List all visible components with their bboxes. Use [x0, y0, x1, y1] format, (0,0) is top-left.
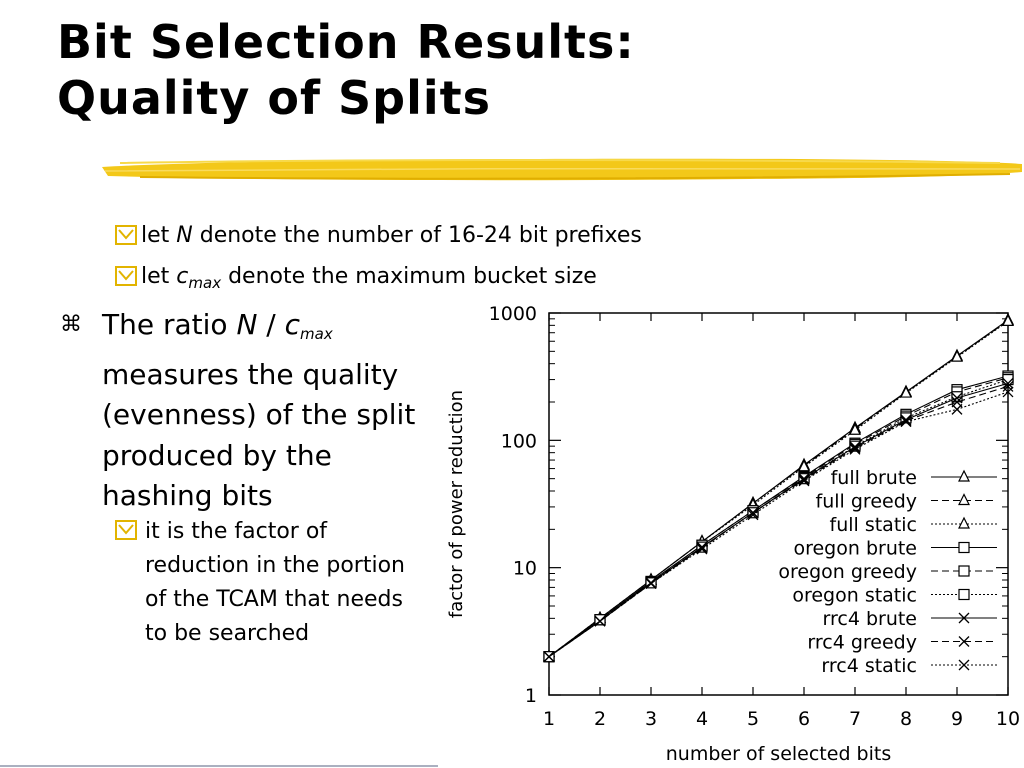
data-point: [543, 651, 555, 663]
y-tick-label: 1: [525, 685, 537, 707]
data-point: [798, 459, 810, 472]
data-point: [1002, 380, 1014, 392]
legend-label: rrc4 brute: [823, 608, 918, 630]
legend-label: oregon brute: [793, 538, 917, 560]
legend-marker: [958, 541, 970, 554]
data-point: [1002, 377, 1014, 389]
legend-label: oregon static: [792, 585, 917, 607]
ratio-slash: /: [257, 308, 285, 341]
sub-bullet-cmax-definition: let cmax denote the maximum bucket size: [115, 264, 597, 296]
legend-label: full static: [830, 514, 918, 536]
data-point: [645, 578, 657, 590]
x-tick-label: 1: [543, 708, 555, 730]
main-bullet-pre: The ratio: [102, 308, 237, 341]
x-tick-label: 9: [951, 708, 963, 730]
sub-bullet-n-definition: let N denote the number of 16-24 bit pre…: [115, 223, 642, 249]
subscript-max: max: [188, 274, 222, 292]
title-line-1: Bit Selection Results:: [57, 15, 635, 69]
legend-marker: [958, 516, 970, 529]
legend-marker: [958, 636, 970, 647]
note-text: it is the factor of reduction in the por…: [145, 519, 405, 646]
var-n: N: [176, 223, 193, 248]
y-tick-label: 1000: [489, 303, 537, 325]
x-tick-label: 3: [645, 708, 657, 730]
legend-marker: [958, 588, 970, 601]
sub-bullet-2-post: denote the maximum bucket size: [221, 264, 597, 289]
series-line: [548, 379, 1009, 658]
x-tick-label: 6: [798, 708, 810, 730]
x-tick-label: 5: [747, 708, 759, 730]
data-point: [594, 615, 606, 627]
var-c: c: [176, 264, 189, 289]
slide-title: Bit Selection Results: Quality of Splits: [57, 14, 635, 126]
main-bullet-text: The ratio N / cmax measures the quality …: [102, 305, 432, 517]
y-tick-label: 100: [501, 430, 537, 452]
sub-bullet-1-pre: let: [141, 223, 177, 248]
x-tick-label: 2: [594, 708, 606, 730]
legend-label: rrc4 greedy: [807, 632, 917, 654]
series-line: [548, 382, 1009, 658]
power-reduction-chart: 1 2 3 4 5 6 7 8 9 10 1 10 100 1000 number of selected …: [446, 303, 1020, 765]
data-point: [696, 542, 708, 554]
series-line: [548, 320, 1009, 658]
legend-label: rrc4 static: [821, 655, 917, 677]
legend-label: oregon greedy: [778, 561, 917, 583]
command-key-icon: ⌘: [60, 312, 82, 337]
data-point: [1002, 313, 1014, 326]
ratio-subscript-max: max: [300, 325, 333, 343]
data-point: [798, 475, 810, 487]
bullet-box-icon: [115, 520, 137, 540]
data-point: [900, 416, 912, 428]
legend-marker: [958, 469, 970, 482]
data-point: [594, 614, 606, 626]
data-point: [951, 349, 963, 362]
y-tick-label: 10: [513, 558, 537, 580]
x-tick-label: 7: [849, 708, 861, 730]
data-point: [1002, 386, 1014, 398]
legend-marker: [958, 493, 970, 506]
data-point: [849, 443, 861, 455]
data-point: [951, 403, 963, 415]
data-point: [696, 543, 708, 555]
legend-label: full brute: [831, 467, 917, 489]
bullet-box-icon: [115, 266, 137, 286]
data-point: [849, 422, 861, 435]
series-line: [548, 385, 1009, 658]
y-axis-label: factor of power reduction: [446, 390, 467, 618]
legend-marker: [958, 565, 970, 577]
data-point: [900, 385, 912, 398]
data-point: [747, 507, 759, 519]
legend-label: full greedy: [816, 491, 917, 513]
x-tick-label: 10: [996, 708, 1020, 730]
plot-frame: [548, 312, 1009, 696]
sub-bullet-1-post: denote the number of 16-24 bit prefixes: [192, 223, 642, 248]
ratio-var-c: c: [284, 308, 301, 341]
title-line-2: Quality of Splits: [57, 71, 492, 125]
x-tick-label: 8: [900, 708, 912, 730]
highlighter-stroke: [102, 158, 1022, 181]
sub-bullet-2-pre: let: [141, 264, 177, 289]
data-point: [747, 509, 759, 521]
legend-marker: [958, 612, 970, 624]
bottom-divider: [0, 765, 438, 767]
series-line: [548, 377, 1009, 658]
main-bullet-rest: measures the quality (evenness) of the s…: [102, 357, 416, 513]
bullet-box-icon: [115, 225, 137, 245]
data-point: [1002, 373, 1014, 386]
ratio-var-n: N: [236, 308, 258, 341]
x-axis-label: number of selected bits: [666, 743, 891, 765]
legend-marker: [958, 659, 970, 671]
data-point: [798, 473, 810, 485]
series-line: [548, 391, 1009, 658]
x-tick-label: 4: [696, 708, 708, 730]
series-line: [548, 375, 1009, 658]
